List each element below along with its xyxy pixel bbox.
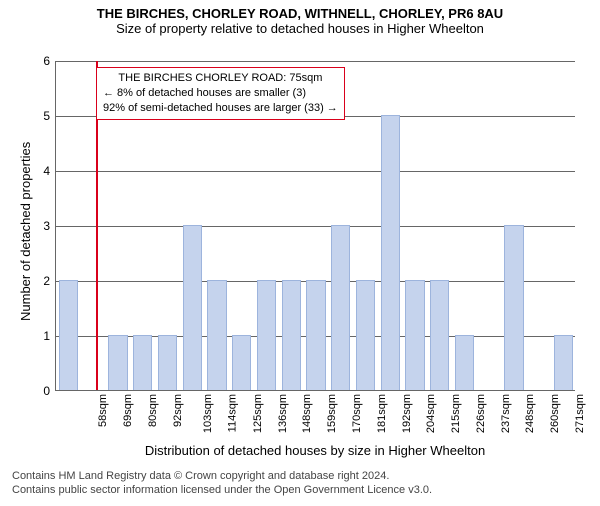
x-tick-label: 215sqm bbox=[450, 394, 462, 433]
x-tick-label: 148sqm bbox=[302, 394, 314, 433]
x-tick-label: 159sqm bbox=[326, 394, 338, 433]
x-tick-label: 204sqm bbox=[425, 394, 437, 433]
y-tick-label: 3 bbox=[43, 219, 56, 233]
x-tick-label: 136sqm bbox=[277, 394, 289, 433]
footer-attribution: Contains HM Land Registry data © Crown c… bbox=[12, 469, 432, 498]
bar bbox=[59, 280, 78, 390]
x-tick-label: 58sqm bbox=[97, 394, 109, 427]
x-tick-label: 271sqm bbox=[574, 394, 586, 433]
bar bbox=[108, 335, 127, 390]
info-box-line: ← 8% of detached houses are smaller (3) bbox=[103, 86, 338, 101]
x-axis-label: Distribution of detached houses by size … bbox=[55, 443, 575, 458]
x-tick-label: 226sqm bbox=[475, 394, 487, 433]
x-tick-label: 181sqm bbox=[376, 394, 388, 433]
chart-plot-area: 012345658sqm69sqm80sqm92sqm103sqm114sqm1… bbox=[55, 61, 575, 391]
x-tick-label: 192sqm bbox=[401, 394, 413, 433]
bar bbox=[405, 280, 424, 390]
bar bbox=[232, 335, 251, 390]
bar bbox=[257, 280, 276, 390]
bar bbox=[306, 280, 325, 390]
footer-line-1: Contains HM Land Registry data © Crown c… bbox=[12, 469, 432, 483]
info-box-line: THE BIRCHES CHORLEY ROAD: 75sqm bbox=[103, 71, 338, 86]
bar bbox=[331, 225, 350, 390]
x-tick-label: 170sqm bbox=[351, 394, 363, 433]
x-tick-label: 69sqm bbox=[122, 394, 134, 427]
y-tick-label: 6 bbox=[43, 54, 56, 68]
bar bbox=[356, 280, 375, 390]
gridline bbox=[56, 171, 575, 172]
x-tick-label: 80sqm bbox=[147, 394, 159, 427]
info-box-line: 92% of semi-detached houses are larger (… bbox=[103, 101, 338, 116]
gridline bbox=[56, 61, 575, 62]
bar bbox=[183, 225, 202, 390]
x-tick-label: 103sqm bbox=[203, 394, 215, 433]
y-tick-label: 0 bbox=[43, 384, 56, 398]
x-tick-label: 125sqm bbox=[252, 394, 264, 433]
x-tick-label: 92sqm bbox=[172, 394, 184, 427]
bar bbox=[430, 280, 449, 390]
bar bbox=[554, 335, 573, 390]
x-tick-label: 237sqm bbox=[500, 394, 512, 433]
bar bbox=[455, 335, 474, 390]
x-tick-label: 248sqm bbox=[524, 394, 536, 433]
y-tick-label: 5 bbox=[43, 109, 56, 123]
bar bbox=[282, 280, 301, 390]
bar bbox=[158, 335, 177, 390]
chart-title: THE BIRCHES, CHORLEY ROAD, WITHNELL, CHO… bbox=[0, 6, 600, 21]
bar bbox=[207, 280, 226, 390]
bar bbox=[504, 225, 523, 390]
x-tick-label: 260sqm bbox=[549, 394, 561, 433]
y-tick-label: 1 bbox=[43, 329, 56, 343]
info-box: THE BIRCHES CHORLEY ROAD: 75sqm← 8% of d… bbox=[96, 67, 345, 120]
bar bbox=[381, 115, 400, 390]
chart-subtitle: Size of property relative to detached ho… bbox=[0, 21, 600, 36]
gridline bbox=[56, 226, 575, 227]
y-axis-label: Number of detached properties bbox=[18, 142, 33, 321]
y-tick-label: 2 bbox=[43, 274, 56, 288]
y-tick-label: 4 bbox=[43, 164, 56, 178]
bar bbox=[133, 335, 152, 390]
x-tick-label: 114sqm bbox=[227, 394, 239, 432]
footer-line-2: Contains public sector information licen… bbox=[12, 483, 432, 497]
